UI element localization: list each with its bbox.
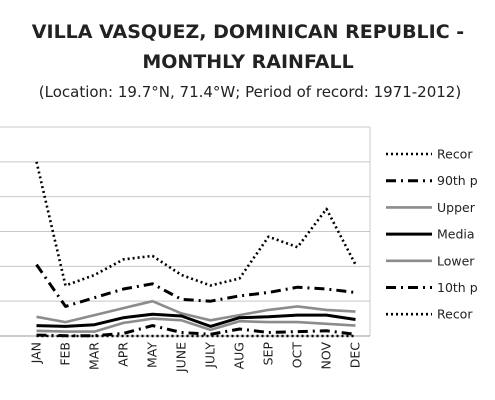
legend-label: Upper xyxy=(437,200,476,215)
series-line xyxy=(36,324,356,338)
series-line xyxy=(35,161,357,287)
x-tick-label: JUNE xyxy=(174,342,189,373)
series-line xyxy=(36,317,356,333)
series-line xyxy=(36,312,356,328)
legend-label: 90th p xyxy=(437,173,478,188)
legend: Recor 90th p Upper Media Lower 10th p Recor xyxy=(386,147,478,322)
x-tick-label: JULY xyxy=(203,342,218,369)
x-tick-label: AUG xyxy=(232,342,247,369)
chart-title-line-2: MONTHLY RAINFALL xyxy=(142,51,353,73)
legend-label: 10th p xyxy=(437,280,478,295)
series-line xyxy=(36,299,356,324)
legend-label: Recor xyxy=(437,147,473,162)
x-tick-label: SEP xyxy=(261,342,276,366)
gridlines xyxy=(0,126,371,337)
x-tick-label: APR xyxy=(116,342,131,367)
legend-label: Recor xyxy=(437,307,473,322)
x-tick-label: OCT xyxy=(290,342,305,369)
x-tick-label: FEB xyxy=(58,342,73,366)
series-lines xyxy=(35,161,357,338)
chart-subtitle: (Location: 19.7°N, 71.4°W; Period of rec… xyxy=(39,83,461,101)
legend-label: Media xyxy=(437,227,475,242)
x-tick-label: JAN xyxy=(29,342,44,364)
x-axis-ticks: JAN FEB MAR APR MAY JUNE JULY AUG SEP OCT NOV DEC xyxy=(29,342,363,374)
legend-label: Lower xyxy=(437,253,475,268)
x-tick-label: MAR xyxy=(87,342,102,370)
x-tick-label: NOV xyxy=(319,342,334,370)
x-tick-label: DEC xyxy=(348,342,363,369)
series-line xyxy=(35,263,356,308)
chart-title-line-1: VILLA VASQUEZ, DOMINICAN REPUBLIC - xyxy=(32,21,464,43)
x-tick-label: MAY xyxy=(145,342,160,368)
